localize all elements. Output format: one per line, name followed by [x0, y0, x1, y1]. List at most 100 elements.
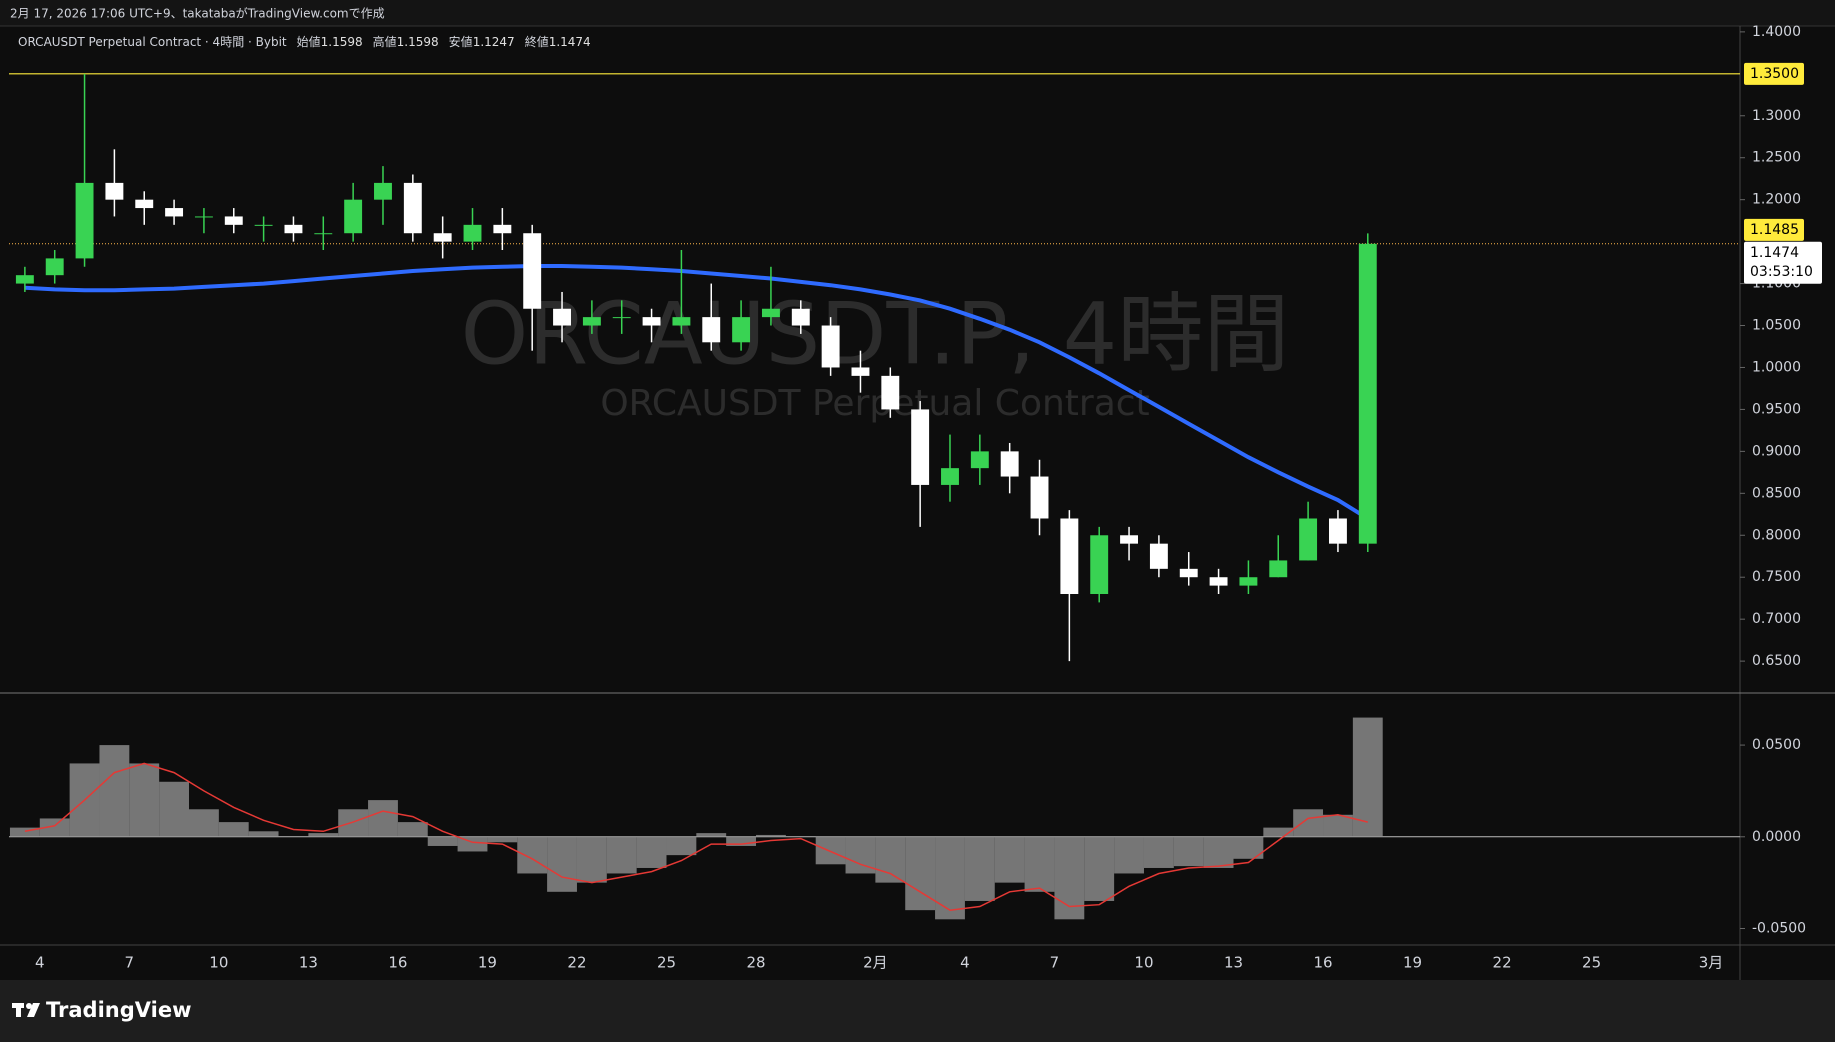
candle-body: [970, 451, 989, 469]
candle-body: [45, 258, 64, 276]
price-tag-label: 1.3500: [1750, 66, 1799, 82]
candle-body: [433, 233, 452, 242]
price-tag: [1744, 62, 1804, 85]
candle-body: [374, 182, 392, 200]
x-tick-label: 16: [1313, 954, 1332, 972]
candle-body: [1060, 518, 1079, 594]
y-tick-label: 1.4000: [1752, 24, 1801, 40]
candle-body: [1269, 560, 1288, 578]
x-tick-label: 4: [35, 954, 45, 972]
alert-tag-label: 1.1485: [1750, 222, 1799, 238]
candle-body: [165, 208, 184, 217]
osc-bar: [1084, 836, 1115, 901]
osc-bar: [1024, 836, 1055, 892]
x-tick-label: 25: [1582, 954, 1601, 972]
osc-bar: [994, 836, 1025, 883]
candle-body: [1328, 518, 1347, 544]
candle-body: [732, 317, 751, 343]
footer: [0, 980, 1835, 1042]
x-tick-label: 19: [1403, 954, 1422, 972]
logo-shape: [26, 1003, 32, 1009]
alert-tag: [1744, 218, 1804, 241]
candle-body: [403, 182, 422, 234]
osc-bar: [427, 836, 458, 846]
last-price-tag: [1744, 241, 1822, 284]
osc-bar: [308, 833, 339, 837]
candle-body: [642, 317, 661, 326]
candle-body: [1299, 518, 1318, 561]
x-tick-label: 25: [657, 954, 676, 972]
osc-bar: [964, 836, 995, 901]
caption: 2月 17, 2026 17:06 UTC+9、takatabaがTrading…: [10, 6, 385, 21]
osc-bar: [248, 831, 279, 837]
osc-bar: [696, 833, 727, 837]
candle-body: [194, 216, 213, 218]
x-tick-label: 10: [209, 954, 228, 972]
osc-bar: [815, 836, 846, 865]
osc-bar: [159, 781, 190, 837]
osc-bar: [129, 763, 160, 837]
y-tick-label: 0.0500: [1752, 737, 1801, 753]
y-tick-label: 0.7000: [1752, 611, 1801, 627]
y-tick-label: 0.9500: [1752, 401, 1801, 417]
x-tick-label: 19: [478, 954, 497, 972]
candle-body: [761, 308, 780, 318]
ohlc-label: 終値: [525, 34, 549, 49]
candle-body: [135, 199, 154, 209]
y-tick-label: 1.3000: [1752, 108, 1801, 124]
osc-bar: [397, 822, 428, 837]
x-tick-label: 22: [567, 954, 586, 972]
candle-body: [1149, 543, 1168, 569]
osc-bar: [1263, 827, 1294, 837]
brand: TradingView: [46, 998, 191, 1022]
y-tick-label: -0.0500: [1752, 920, 1806, 936]
candle-body: [672, 317, 691, 326]
candle-body: [1120, 535, 1138, 544]
osc-bar: [1114, 836, 1144, 874]
osc-bar: [1293, 809, 1324, 837]
osc-bar: [905, 836, 936, 911]
candle-body: [105, 182, 124, 200]
candle-body: [1000, 451, 1019, 477]
osc-bar: [875, 836, 906, 883]
y-tick-label: 1.2000: [1752, 192, 1801, 208]
ohlc-value: 1.1598: [321, 35, 363, 49]
y-tick-label: 1.0500: [1752, 318, 1801, 334]
x-tick-label: 7: [125, 954, 135, 972]
candle-body: [702, 317, 721, 343]
x-tick-label: 7: [1050, 954, 1060, 972]
x-tick-label: 13: [299, 954, 318, 972]
osc-bar: [666, 836, 697, 856]
candle-body: [791, 308, 810, 326]
osc-bar: [1352, 717, 1383, 837]
osc-bar: [636, 836, 667, 868]
ohlc-value: 1.1247: [473, 35, 515, 49]
symbol: ORCAUSDT Perpetual Contract · 4時間 · Bybi…: [18, 35, 287, 49]
x-tick-label: 10: [1134, 954, 1153, 972]
candle-body: [911, 409, 930, 485]
candle-body: [493, 224, 512, 234]
candle-body: [1209, 577, 1228, 586]
candle-body: [821, 325, 840, 368]
x-tick-label: 16: [388, 954, 407, 972]
candle-body: [314, 233, 333, 235]
logo: [12, 1003, 40, 1017]
ohlc-label: 高値: [373, 34, 397, 49]
osc-bar: [935, 836, 965, 920]
osc-bar: [487, 836, 518, 843]
osc-bar: [39, 818, 70, 837]
ohlc-value: 1.1598: [397, 35, 439, 49]
candle-body: [1179, 568, 1198, 578]
x-tick-label: 4: [960, 954, 970, 972]
x-tick-label: 28: [746, 954, 765, 972]
osc-bar: [99, 745, 130, 837]
osc-bar: [547, 836, 577, 892]
candle-body: [224, 216, 243, 225]
osc-bar: [1143, 836, 1174, 868]
y-tick-label: 1.0000: [1752, 359, 1801, 375]
ohlc-value: 1.1474: [549, 35, 591, 49]
candle-body: [1358, 243, 1377, 544]
y-tick-label: 0.9000: [1752, 443, 1801, 459]
osc-bar: [368, 800, 398, 837]
